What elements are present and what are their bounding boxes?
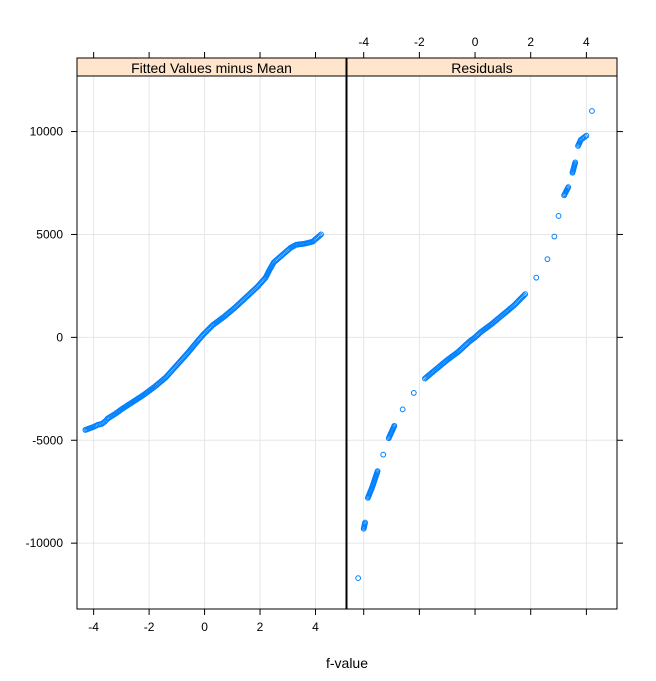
y-tick-label: 10000 <box>30 125 64 139</box>
data-point <box>551 233 558 240</box>
data-point <box>391 422 398 429</box>
data-point <box>380 451 387 458</box>
x-tick-label: -2 <box>144 620 155 634</box>
panel-strip-label: Fitted Values minus Mean <box>131 60 292 76</box>
x-tick-label: 2 <box>527 35 534 49</box>
y-tick-label: 5000 <box>36 227 63 241</box>
y-tick-label: -10000 <box>26 536 64 550</box>
x-tick-label: 4 <box>583 35 590 49</box>
data-point <box>544 256 551 263</box>
x-tick-label: -4 <box>358 35 369 49</box>
y-tick-label: 0 <box>56 330 63 344</box>
data-point <box>410 390 417 396</box>
x-axis-label: f-value <box>326 655 368 671</box>
x-tick-label: 0 <box>472 35 479 49</box>
panel-border <box>346 75 618 610</box>
data-point <box>362 519 368 526</box>
data-point <box>522 291 529 298</box>
data-point <box>589 108 595 114</box>
x-tick-label: -2 <box>414 35 425 49</box>
x-tick-label: 0 <box>201 620 208 634</box>
axes: -4 -2 0 2 4 -4 -2 0 2 4 10000 5000 0 -5000 -10000 <box>26 35 623 634</box>
x-tick-label: 4 <box>312 620 319 634</box>
data-point <box>521 292 527 299</box>
panel-border <box>76 75 347 610</box>
x-tick-label: -4 <box>88 620 99 634</box>
data-point <box>533 274 540 281</box>
x-tick-label: 2 <box>257 620 264 634</box>
y-tick-label: -5000 <box>32 433 63 447</box>
data-point <box>572 159 579 166</box>
data-point <box>582 133 588 140</box>
data-point <box>318 231 324 238</box>
data-points <box>82 108 595 582</box>
data-point <box>374 468 381 475</box>
data-point <box>565 184 572 191</box>
data-point <box>316 232 323 239</box>
data-point <box>399 406 406 413</box>
data-point <box>355 575 362 582</box>
panel-frames: Fitted Values minus Mean Residuals <box>76 57 618 610</box>
gridlines <box>77 76 617 609</box>
data-point <box>583 132 590 139</box>
data-point <box>555 213 562 219</box>
panel-strip-label: Residuals <box>451 60 512 76</box>
